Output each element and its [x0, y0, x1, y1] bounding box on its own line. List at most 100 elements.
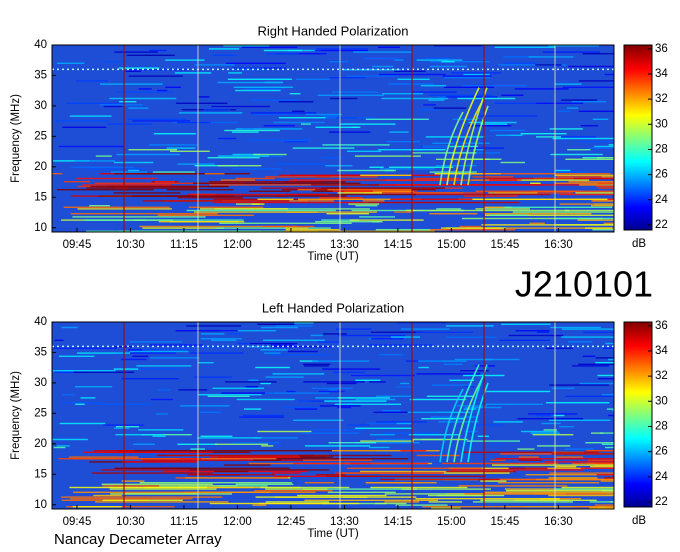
spectrogram-stripe	[594, 504, 614, 506]
spectrogram-stripe	[603, 477, 614, 479]
spectrogram-stripe	[406, 209, 570, 212]
spectrogram-stripe	[441, 61, 455, 63]
spectrogram-stripe	[263, 67, 287, 69]
spectrogram-stripe	[428, 501, 463, 503]
spectrogram-stripe	[120, 358, 147, 361]
spectrogram-stripe	[484, 491, 614, 493]
spectrogram-stripe	[420, 85, 447, 87]
spectrogram-stripe	[604, 73, 614, 76]
colorbar-tick-label: 32	[655, 370, 668, 382]
spectrogram-stripe	[591, 200, 614, 202]
spectrogram-stripe	[520, 133, 567, 135]
spectrogram-stripe	[365, 118, 429, 120]
spectrogram-stripe	[568, 341, 593, 343]
spectrogram-stripe	[217, 155, 270, 157]
spectrogram-stripe	[494, 46, 555, 48]
spectrogram-stripe	[132, 120, 190, 122]
spectrogram-stripe	[589, 501, 614, 503]
spectrogram-stripe	[132, 355, 149, 357]
spectrogram-stripe	[94, 450, 135, 452]
spectrogram-stripe	[275, 163, 327, 165]
spectrogram-stripe	[415, 331, 474, 333]
spectrogram-stripe	[458, 198, 608, 200]
spectrogram-stripe	[394, 59, 404, 61]
spectrogram-stripe	[322, 144, 390, 146]
spectrogram-stripe	[166, 147, 196, 149]
burst-trace	[453, 99, 484, 186]
spectrogram-stripe	[210, 339, 237, 341]
spectrogram-stripe	[390, 336, 420, 338]
spectrogram-stripe	[475, 190, 579, 192]
spectrogram-stripe	[265, 501, 330, 503]
spectrogram-stripe	[260, 382, 271, 385]
spectrogram-stripe	[203, 109, 231, 111]
spectrogram-stripe	[501, 467, 548, 469]
spectrogram-stripe	[529, 222, 545, 224]
spectrogram-stripe	[443, 363, 463, 365]
spectrogram-stripe	[555, 169, 571, 172]
spectrogram-stripe	[275, 325, 313, 327]
spectrogram-stripe	[113, 192, 181, 194]
spectrogram-stripe	[421, 418, 454, 420]
spectrogram-stripe	[158, 221, 245, 223]
spectrogram-stripe	[592, 118, 609, 120]
spectrogram-stripe	[304, 445, 371, 447]
spectrogram-stripe	[544, 461, 614, 463]
spectrogram-stripe	[257, 198, 294, 200]
spectrogram-stripe	[343, 69, 401, 71]
spectrogram-stripe	[579, 184, 614, 186]
y-axis-label: Frequency (MHz)	[10, 94, 22, 183]
spectrogram-stripe	[611, 477, 614, 479]
spectrogram-stripe	[343, 192, 484, 194]
spectrogram-stripe	[369, 166, 384, 168]
spectrogram-stripe	[600, 480, 614, 482]
spectrogram-stripe	[157, 214, 254, 216]
spectrogram-stripe	[415, 498, 560, 500]
spectrogram-stripe	[212, 54, 238, 56]
spectrogram-stripe	[363, 57, 399, 60]
burst-trace	[467, 105, 489, 186]
colorbar-label: dB	[632, 238, 646, 250]
plot-frame	[51, 44, 615, 233]
spectrogram-stripe	[232, 153, 261, 156]
spectrogram-stripe	[401, 488, 491, 490]
spectrogram-stripe	[293, 419, 344, 421]
spectrogram-stripe	[461, 85, 528, 87]
spectrogram-stripe	[485, 403, 544, 405]
spectrogram-stripe	[530, 182, 541, 184]
spectrogram-stripe	[352, 126, 361, 128]
spectrogram-stripe	[261, 326, 299, 329]
colorbar-tick-label: 36	[655, 43, 668, 55]
spectrogram-stripe	[194, 376, 232, 378]
spectrogram-stripe	[445, 325, 494, 327]
spectrogram-stripe	[555, 224, 614, 226]
spectrogram-stripe	[198, 96, 210, 98]
spectrogram-stripe	[58, 145, 125, 148]
spectrogram-stripe	[200, 435, 233, 437]
spectrogram-stripe	[52, 173, 63, 175]
spectrogram-stripe	[520, 430, 558, 433]
spectrogram-stripe	[101, 61, 124, 63]
spectrogram-stripe	[248, 379, 259, 381]
spectrogram-stripe	[349, 219, 424, 221]
spectrogram-stripe	[149, 49, 167, 52]
spectrogram-stripe	[497, 482, 600, 484]
spectrogram-stripe	[553, 488, 614, 490]
spectrogram-stripe	[180, 405, 230, 407]
spectrogram-stripe	[580, 467, 614, 469]
spectrogram-stripe	[578, 80, 614, 82]
spectrogram-stripe	[250, 342, 298, 345]
spectrogram-stripe	[486, 390, 551, 393]
spectrogram-stripe	[527, 413, 578, 415]
spectrogram-stripe	[61, 496, 223, 498]
spectrogram-stripe	[144, 486, 301, 489]
spectrogram-stripe	[265, 376, 304, 378]
spectrogram-stripe	[299, 454, 392, 457]
spectrogram-stripe	[416, 59, 449, 61]
spectrogram-stripe	[381, 97, 449, 100]
spectrogram-stripe	[300, 123, 311, 125]
x-tick-label: 12:00	[223, 516, 252, 528]
spectrogram-stripe	[326, 213, 370, 215]
spectrogram-stripe	[189, 352, 244, 354]
spectrogram-stripe	[376, 421, 427, 423]
